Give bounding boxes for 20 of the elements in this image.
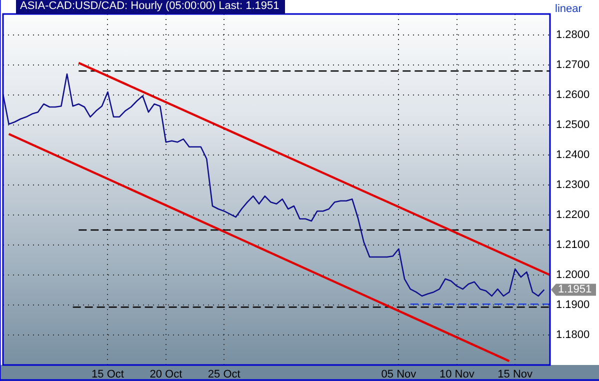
- x-tick-label: 15 Oct: [92, 368, 124, 381]
- y-tick-label: 1.2100: [556, 239, 590, 252]
- chart-title: ASIA-CAD:USD/CAD: Hourly (05:00:00) Last: 1.1951: [16, 0, 286, 14]
- y-tick-label: 1.2500: [556, 119, 590, 132]
- y-tick-label: 1.2700: [556, 59, 590, 72]
- y-tick-label: 1.2600: [556, 89, 590, 102]
- y-tick-label: 1.2400: [556, 149, 590, 162]
- y-tick-label: 1.1900: [556, 299, 590, 312]
- y-tick-label: 1.2200: [556, 209, 590, 222]
- x-tick-label: 25 Oct: [208, 368, 240, 381]
- y-tick-label: 1.2300: [556, 179, 590, 192]
- y-tick-label: 1.1800: [556, 329, 590, 342]
- text: 1.1951: [558, 284, 592, 296]
- y-tick-label: 1.2000: [556, 269, 590, 282]
- y-tick-label: 1.2800: [556, 29, 590, 42]
- x-tick-label: 15 Nov: [498, 368, 534, 381]
- x-tick-label: 10 Nov: [439, 368, 475, 381]
- text: linear: [555, 3, 582, 16]
- x-tick-label: 05 Nov: [381, 368, 417, 381]
- x-tick-label: 20 Oct: [150, 368, 182, 381]
